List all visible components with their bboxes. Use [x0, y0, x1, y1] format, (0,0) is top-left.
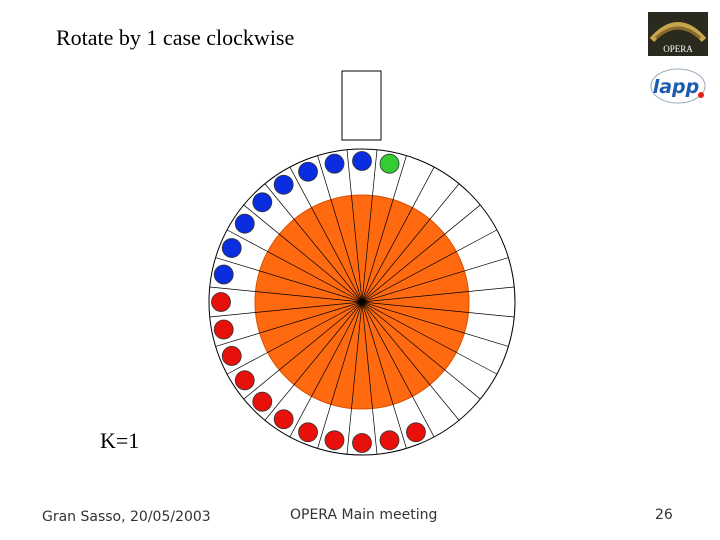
spoke	[289, 301, 363, 438]
slide-title: Rotate by 1 case clockwise	[56, 25, 294, 50]
spoke	[264, 183, 363, 303]
spoke	[361, 149, 378, 303]
logo-arch	[649, 22, 707, 43]
lapp-logo: lapp	[650, 68, 706, 104]
ball	[298, 161, 318, 182]
ball	[221, 346, 242, 366]
spoke	[361, 204, 481, 303]
ball	[252, 391, 273, 412]
ball	[379, 153, 400, 174]
spoke	[361, 286, 515, 303]
logo-dot	[698, 92, 704, 98]
logo-ring	[650, 68, 706, 104]
spoke	[209, 301, 363, 318]
ball	[234, 370, 255, 391]
spoke	[361, 166, 435, 303]
spoke	[226, 301, 363, 375]
footer-center: OPERA Main meeting	[290, 507, 437, 523]
spoke	[361, 301, 509, 347]
ball	[234, 213, 255, 234]
spoke	[361, 301, 498, 375]
logo-text: lapp	[653, 76, 700, 98]
page-number: 26	[655, 507, 673, 523]
spoke	[317, 155, 363, 303]
spoke	[361, 229, 498, 303]
ball	[273, 409, 294, 430]
spoke	[226, 229, 363, 303]
ball	[298, 422, 318, 443]
ball	[352, 433, 372, 453]
wheel	[208, 148, 516, 456]
spoke	[361, 257, 509, 303]
opera-logo: OPERA	[648, 12, 708, 56]
ball	[211, 292, 231, 312]
spoke	[361, 301, 515, 318]
ball	[252, 192, 273, 213]
ball	[406, 422, 426, 443]
spoke	[215, 257, 363, 303]
spoke	[317, 301, 363, 449]
spoke	[346, 149, 363, 303]
slot-box	[341, 70, 382, 141]
spoke	[264, 301, 363, 421]
spoke	[361, 301, 435, 438]
spoke	[361, 301, 378, 455]
ball	[221, 238, 242, 258]
logo-text: OPERA	[663, 44, 693, 54]
ball	[213, 319, 234, 340]
ball	[324, 153, 345, 174]
spoke	[361, 155, 407, 303]
ball	[273, 174, 294, 195]
k-label: K=1	[100, 428, 139, 453]
ball	[213, 264, 234, 285]
spoke	[209, 286, 363, 303]
spoke	[289, 166, 363, 303]
spoke	[243, 301, 363, 400]
spoke	[361, 301, 481, 400]
spoke	[361, 183, 460, 303]
spoke	[361, 301, 407, 449]
ball	[324, 430, 345, 451]
spoke	[215, 301, 363, 347]
ball	[379, 430, 400, 451]
logo-arch	[654, 26, 702, 40]
spoke	[346, 301, 363, 455]
spoke	[243, 204, 363, 303]
footer-left: Gran Sasso, 20/05/2003	[42, 509, 211, 525]
ball	[352, 151, 372, 171]
spoke	[361, 301, 460, 421]
